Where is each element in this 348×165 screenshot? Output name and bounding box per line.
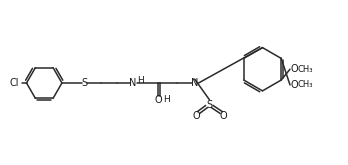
Text: N: N <box>129 78 136 88</box>
Text: H: H <box>137 76 143 84</box>
Text: S: S <box>81 78 88 88</box>
Text: O: O <box>290 64 298 74</box>
Text: CH₃: CH₃ <box>298 81 314 89</box>
Text: H: H <box>163 95 170 104</box>
Text: O: O <box>219 111 227 121</box>
Text: CH₃: CH₃ <box>298 65 314 74</box>
Text: N: N <box>191 78 198 88</box>
Text: O: O <box>290 80 298 90</box>
Text: O: O <box>193 111 200 121</box>
Text: Cl: Cl <box>9 78 19 88</box>
Text: O: O <box>155 95 162 105</box>
Text: S: S <box>206 100 213 110</box>
